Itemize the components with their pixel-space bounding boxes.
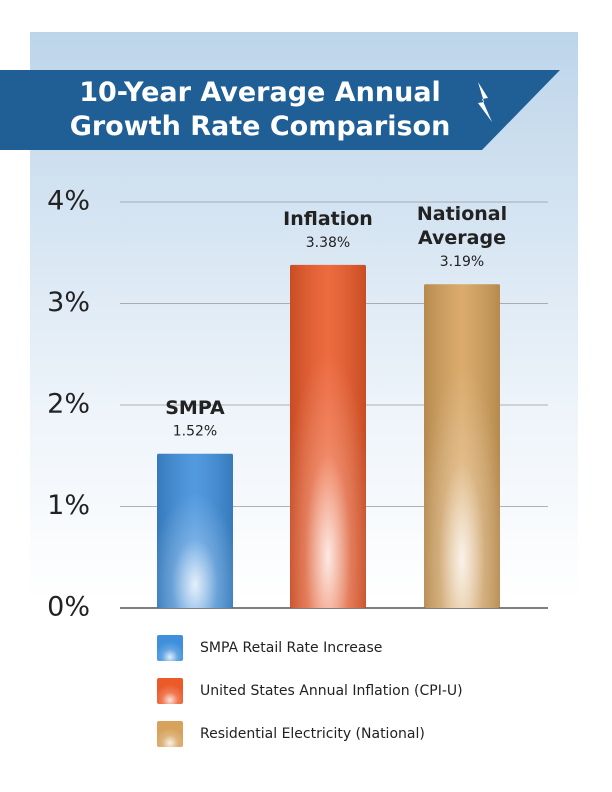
- chart-title: 10-Year Average Annual Growth Rate Compa…: [69, 77, 451, 142]
- y-tick-label: 2%: [47, 389, 90, 420]
- category-label: Inflation: [283, 207, 373, 230]
- value-label: 3.38%: [306, 235, 350, 251]
- bar: [290, 264, 366, 608]
- legend-label: United States Annual Inflation (CPI-U): [200, 683, 463, 699]
- bar: [157, 453, 233, 608]
- title-box: 10-Year Average Annual Growth Rate Compa…: [69, 77, 451, 142]
- y-tick-label: 4%: [47, 186, 90, 217]
- y-tick-label: 0%: [47, 592, 90, 623]
- lightning-icon: [478, 82, 492, 122]
- legend-label: SMPA Retail Rate Increase: [200, 640, 382, 656]
- y-tick-label: 3%: [47, 287, 90, 318]
- title-banner: [0, 70, 560, 150]
- category-label: National Average: [416, 203, 508, 250]
- value-label: 1.52%: [173, 424, 217, 440]
- legend-label: Residential Electricity (National): [200, 726, 425, 742]
- legend-swatch-glow: [157, 721, 183, 747]
- legend-swatch-glow: [157, 678, 183, 704]
- value-label: 3.19%: [440, 254, 484, 270]
- category-label: SMPA: [165, 396, 225, 419]
- y-tick-label: 1%: [47, 490, 90, 521]
- legend-swatch-glow: [157, 635, 183, 661]
- bar: [424, 284, 500, 608]
